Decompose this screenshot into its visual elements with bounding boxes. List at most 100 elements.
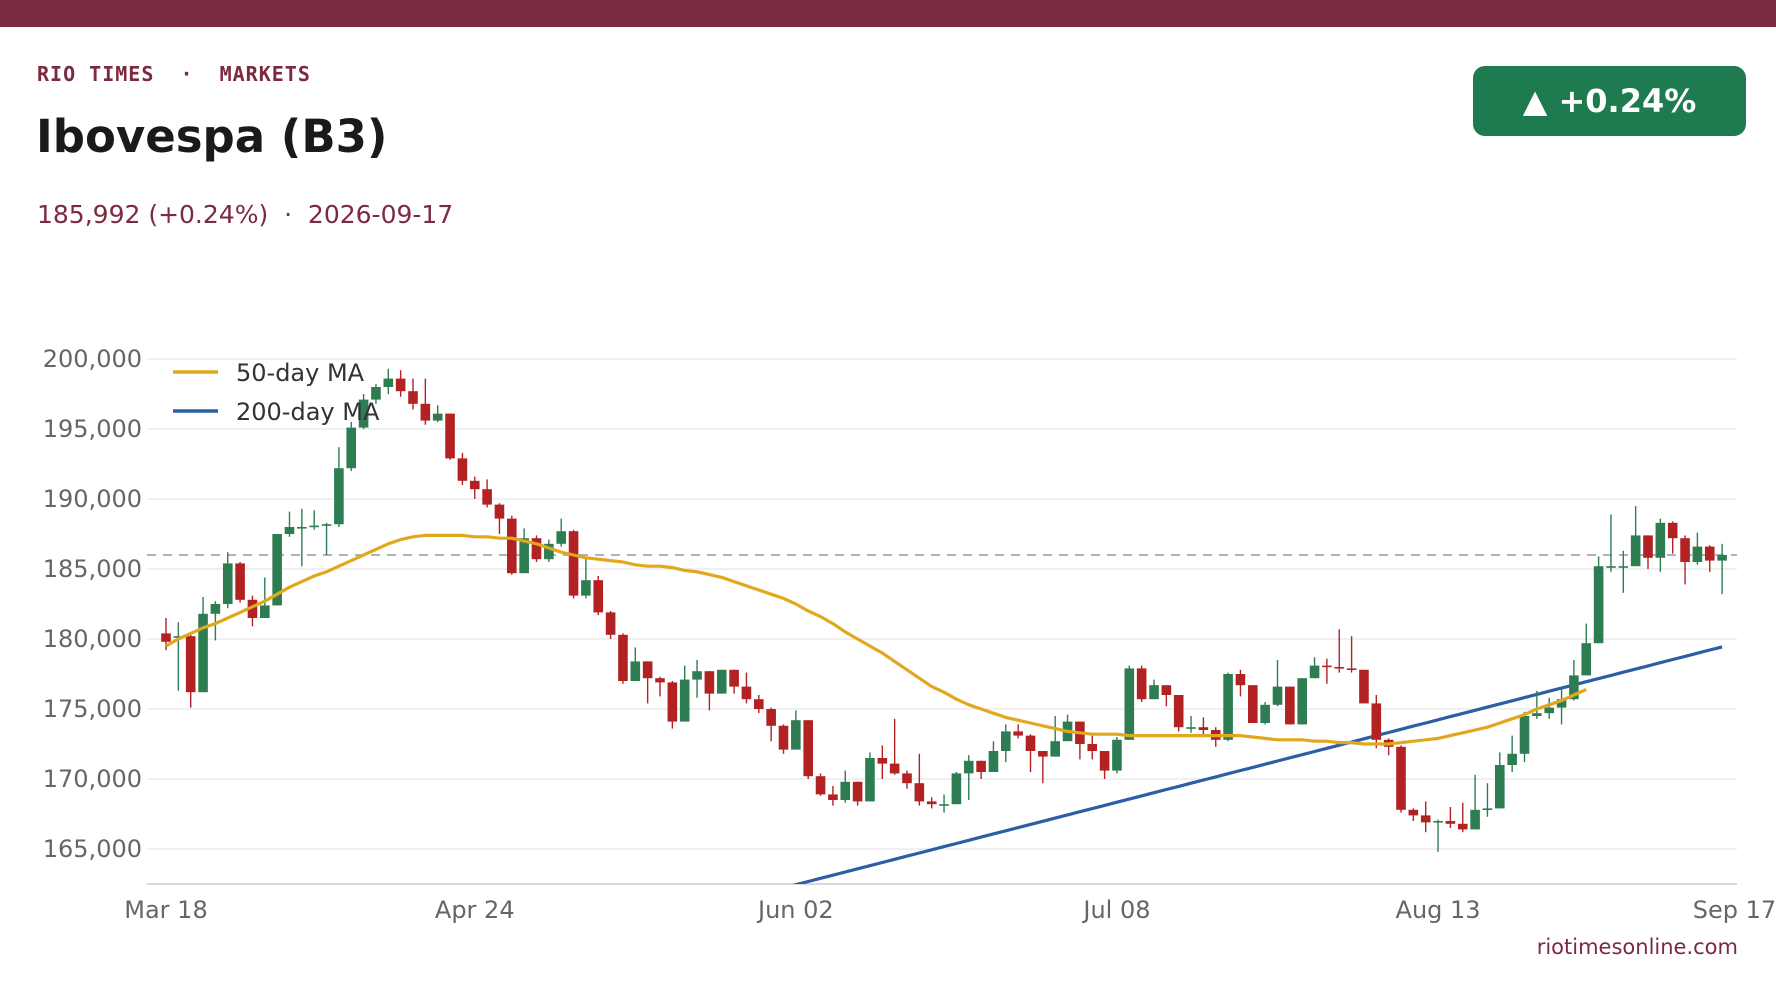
- candle-body-up: [679, 679, 690, 722]
- candle-body-up: [951, 773, 962, 805]
- candle-body-down: [1198, 727, 1209, 730]
- candle-body-up: [1507, 753, 1517, 765]
- candle-body-up: [1495, 765, 1505, 809]
- y-tick-label: 185,000: [43, 555, 142, 583]
- candle-body-down: [1359, 669, 1369, 704]
- y-tick-label: 195,000: [43, 415, 142, 443]
- candle-body-down: [1346, 668, 1357, 670]
- candle-body-down: [605, 612, 616, 635]
- candle-body-down: [976, 760, 986, 772]
- candle-body-down: [729, 669, 739, 687]
- candle-body-down: [642, 661, 653, 679]
- candle-body-down: [1013, 731, 1023, 736]
- candle-body-up: [1149, 685, 1159, 700]
- change-badge: ▲ +0.24%: [1473, 66, 1746, 136]
- candle-body-down: [655, 678, 665, 683]
- y-tick-label: 175,000: [43, 695, 142, 723]
- candle-body-up: [1544, 707, 1554, 714]
- candle-body-up: [1556, 699, 1567, 708]
- candle-body-down: [1371, 703, 1382, 740]
- candle-body-up: [1050, 741, 1060, 757]
- candle-body-down: [494, 504, 505, 519]
- y-tick-label: 180,000: [43, 625, 142, 653]
- candle-body-down: [1667, 522, 1678, 539]
- candle-body-down: [667, 682, 678, 722]
- candle-body-up: [865, 758, 875, 802]
- x-tick-label: Mar 18: [124, 896, 207, 924]
- candle-body-down: [1334, 667, 1345, 669]
- candle-body-up: [692, 671, 702, 680]
- candle-body-up: [630, 661, 641, 681]
- candle-body-down: [1704, 546, 1715, 561]
- candle-body-down: [445, 413, 455, 459]
- candle-body-up: [1581, 643, 1592, 676]
- candle-body-up: [988, 751, 999, 772]
- candle-body-down: [741, 686, 752, 700]
- candle-body-up: [716, 669, 727, 694]
- candle-body-down: [1285, 686, 1295, 725]
- candle-body-down: [1322, 665, 1332, 668]
- candle-body-up: [1519, 716, 1530, 754]
- candle-body-down: [1680, 538, 1690, 562]
- candle-body-up: [1112, 739, 1122, 771]
- candle-body-up: [1272, 686, 1283, 705]
- candle-body-down: [1087, 744, 1098, 751]
- candle-body-down: [1173, 695, 1184, 728]
- candle-body-up: [210, 604, 221, 614]
- candle-body-down: [185, 636, 196, 693]
- candle-body-up: [1593, 566, 1604, 644]
- candle-body-down: [852, 781, 863, 802]
- candle-body-up: [1717, 555, 1727, 561]
- candle-body-down: [531, 538, 542, 560]
- candle-body-up: [432, 413, 443, 421]
- candle-body-up: [309, 525, 319, 528]
- x-tick-label: Apr 24: [435, 896, 515, 924]
- candle-body-down: [420, 403, 431, 421]
- x-tick-label: Aug 13: [1396, 896, 1481, 924]
- site-credit: riotimesonline.com: [1536, 935, 1738, 959]
- candle-body-down: [1099, 751, 1110, 771]
- candle-body-down: [507, 518, 517, 574]
- price-subtitle: 185,992 (+0.24%) · 2026-09-17: [37, 200, 454, 229]
- x-tick-label: Sep 17: [1693, 896, 1776, 924]
- candle-body-down: [568, 531, 579, 596]
- candle-body-down: [1161, 685, 1172, 695]
- candle-body-down: [1408, 809, 1419, 816]
- candle-body-up: [1124, 668, 1135, 740]
- candle-body-down: [889, 763, 900, 774]
- candle-body-up: [1223, 674, 1233, 740]
- candle-body-down: [704, 671, 715, 694]
- candle-body-down: [235, 563, 245, 600]
- candle-body-down: [766, 709, 776, 726]
- candle-body-down: [482, 489, 492, 505]
- candle-body-down: [828, 794, 838, 800]
- candle-body-down: [593, 580, 604, 613]
- candle-body-up: [284, 527, 295, 534]
- candle-body-down: [161, 633, 171, 642]
- candle-body-up: [1482, 808, 1493, 810]
- candle-body-up: [939, 804, 949, 806]
- candle-body-down: [1420, 815, 1431, 823]
- candle-body-down: [618, 634, 628, 681]
- candle-body-up: [334, 468, 344, 525]
- candle-body-down: [1025, 735, 1036, 751]
- candle-body-up: [581, 580, 591, 596]
- y-tick-label: 190,000: [43, 485, 142, 513]
- candle-body-up: [1692, 546, 1703, 562]
- legend-label-ma50: 50-day MA: [236, 359, 365, 387]
- candle-body-up: [371, 387, 381, 400]
- candle-body-up: [1297, 678, 1307, 725]
- candle-body-up: [1260, 704, 1270, 723]
- y-tick-label: 200,000: [43, 345, 142, 373]
- section-kicker: RIO TIMES · MARKETS: [37, 62, 311, 86]
- candle-body-up: [556, 531, 566, 544]
- candle-body-up: [963, 760, 974, 774]
- top-accent-bar: [0, 0, 1776, 27]
- candle-body-up: [840, 781, 851, 800]
- candle-body-down: [469, 480, 480, 490]
- candle-body-down: [803, 720, 813, 777]
- ma200-line: [792, 645, 1723, 884]
- candle-body-down: [902, 773, 912, 784]
- candle-body-up: [1630, 535, 1641, 567]
